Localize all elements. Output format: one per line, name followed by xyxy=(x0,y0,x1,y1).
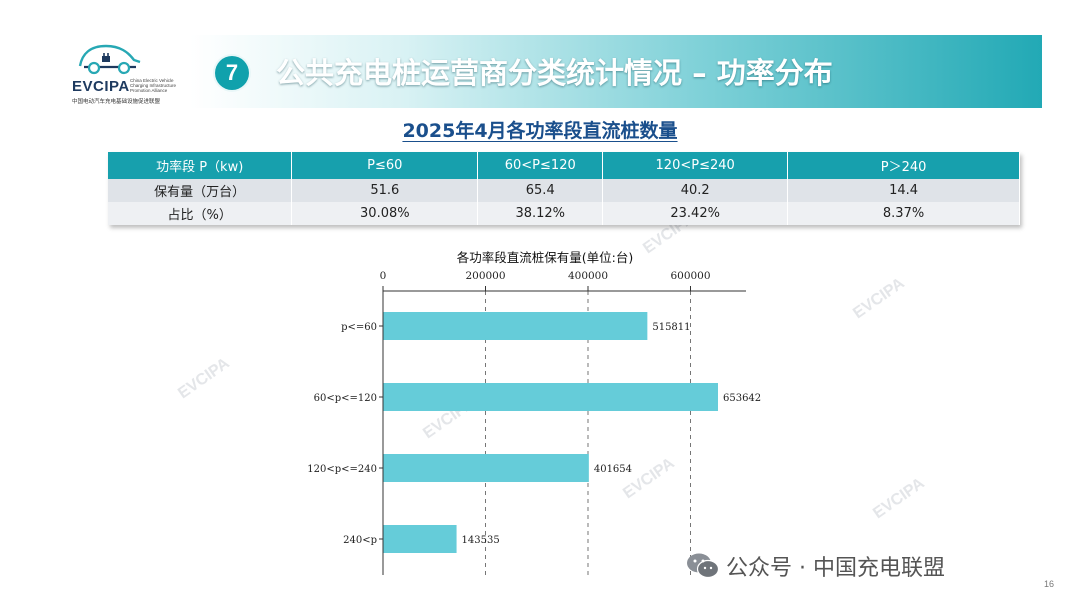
table-header-cell: P＞240 xyxy=(787,152,1020,179)
evcipa-logo: EVCIPA China Electric Vehicle Charging I… xyxy=(70,40,190,110)
title-banner xyxy=(190,35,1042,108)
table-cell: 51.6 xyxy=(291,179,479,202)
data-label: 401654 xyxy=(594,464,632,475)
table-cell: 占比（%） xyxy=(108,202,293,225)
table-cell: 38.12% xyxy=(477,202,604,225)
table-cell: 23.42% xyxy=(602,202,789,225)
bar xyxy=(383,525,457,553)
car-plug-icon xyxy=(78,44,141,75)
logo-brand: EVCIPA xyxy=(72,78,130,95)
x-tick-label: 600000 xyxy=(670,270,710,282)
y-tick-label: 240<p xyxy=(343,535,377,546)
data-label: 515811 xyxy=(652,322,690,333)
bar xyxy=(383,312,648,340)
logo-english-name: China Electric Vehicle Charging Infrastr… xyxy=(130,78,177,93)
page-title: 公共充电桩运营商分类统计情况 – 功率分布 xyxy=(276,56,833,90)
x-tick-label: 0 xyxy=(380,270,387,282)
y-tick-label: p<=60 xyxy=(341,322,377,333)
wechat-account-name: 公众号 · 中国充电联盟 xyxy=(726,556,945,581)
table-cell: 65.4 xyxy=(477,179,604,202)
table-title: 2025年4月各功率段直流桩数量 xyxy=(0,116,1080,143)
table-title-text: 2025年4月各功率段直流桩数量 xyxy=(402,120,678,142)
table-header-cell: 120<P≤240 xyxy=(602,152,789,179)
table-cell: 14.4 xyxy=(787,179,1020,202)
x-tick-label: 200000 xyxy=(465,270,505,282)
y-tick-label: 60<p<=120 xyxy=(314,393,377,404)
table-row: 占比（%） 30.08% 38.12% 23.42% 8.37% xyxy=(108,202,1020,225)
power-distribution-table: 功率段 P（kw) P≤60 60<P≤120 120<P≤240 P＞240 … xyxy=(108,152,1020,225)
table-header-cell: 功率段 P（kw) xyxy=(108,152,293,179)
table-row: 保有量（万台） 51.6 65.4 40.2 14.4 xyxy=(108,179,1020,202)
data-label: 143535 xyxy=(462,535,500,546)
data-label: 653642 xyxy=(723,393,761,404)
table-header-row: 功率段 P（kw) P≤60 60<P≤120 120<P≤240 P＞240 xyxy=(108,152,1020,179)
table-header-cell: 60<P≤120 xyxy=(477,152,604,179)
logo-chinese-name: 中国电动汽车充电基础设施促进联盟 xyxy=(72,99,161,105)
wechat-icon xyxy=(687,553,720,579)
table-cell: 8.37% xyxy=(787,202,1020,225)
chart-title: 各功率段直流桩保有量(单位:台) xyxy=(457,250,633,265)
wechat-account: 公众号 · 中国充电联盟 xyxy=(686,550,945,582)
section-number-badge: 7 xyxy=(215,56,249,90)
table-cell: 40.2 xyxy=(602,179,789,202)
table-cell: 30.08% xyxy=(291,202,479,225)
bar xyxy=(383,454,589,482)
page-number: 16 xyxy=(1044,579,1055,589)
x-tick-label: 400000 xyxy=(568,270,608,282)
bar xyxy=(383,383,718,411)
table-header-cell: P≤60 xyxy=(291,152,479,179)
table-cell: 保有量（万台） xyxy=(108,179,293,202)
y-tick-label: 120<p<=240 xyxy=(307,464,377,475)
